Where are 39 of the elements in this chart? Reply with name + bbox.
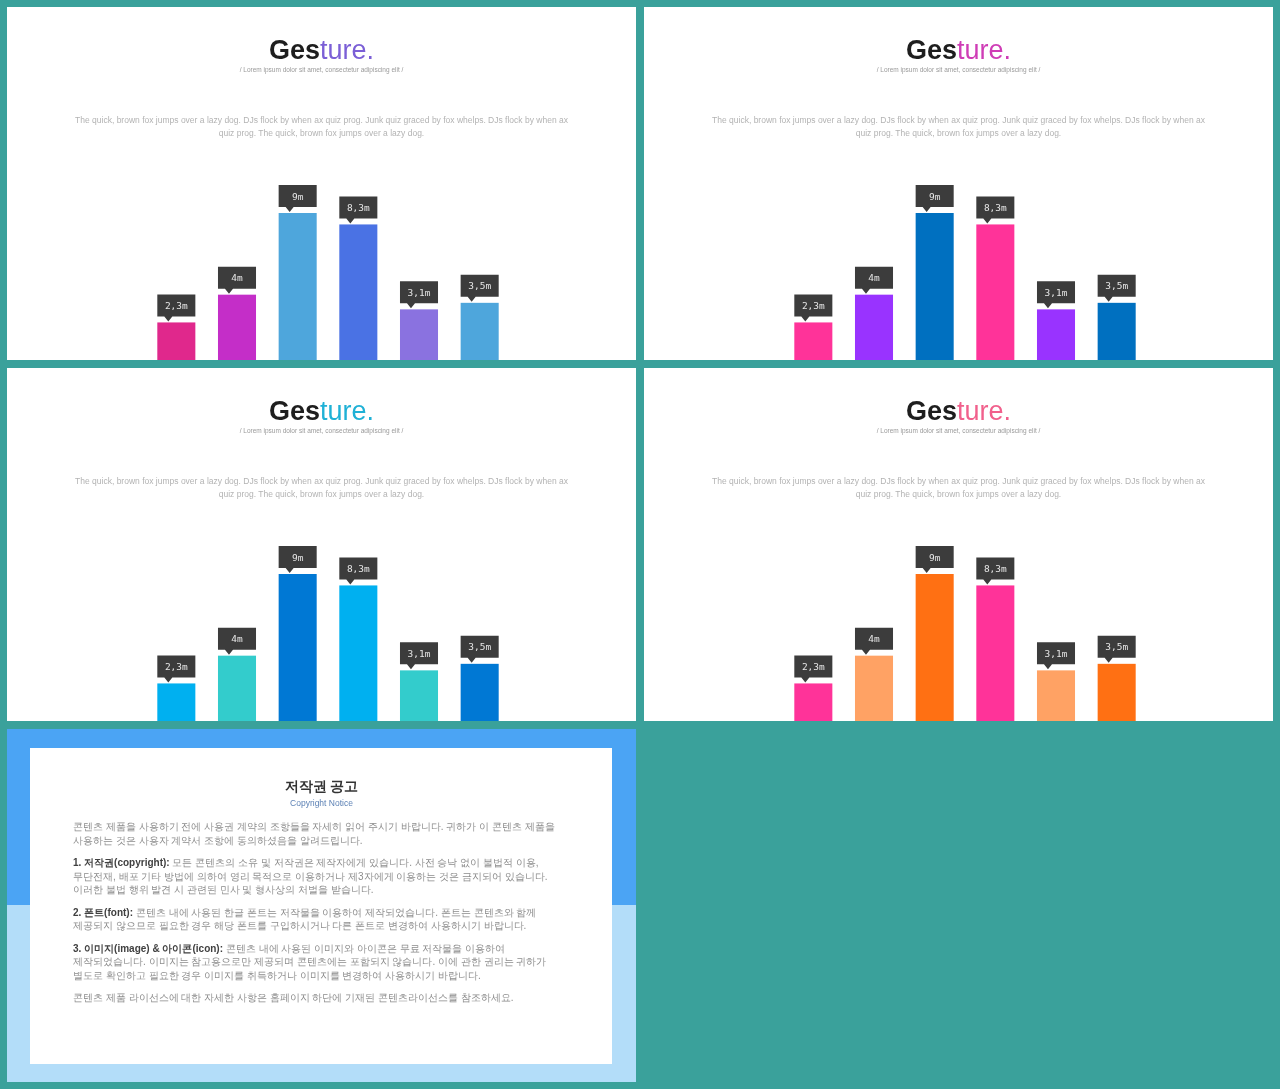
text: 저작권 공고 xyxy=(284,778,359,794)
data-label: 9m xyxy=(928,190,941,202)
text: The quick, brown fox jumps over a lazy dog. DJs flock by when ax quiz prog. Junk quiz graced by fox whelps. DJs flock by when ax quiz prog. The quick, brown fox jumps over a lazy dog. xyxy=(75,476,568,499)
data-label: 3,5m xyxy=(468,280,492,292)
text: Copyright Notice xyxy=(290,798,354,808)
text: The quick, brown fox jumps over a lazy dog. DJs flock by when ax quiz prog. Junk quiz graced by fox whelps. DJs flock by when ax quiz prog. The quick, brown fox jumps over a lazy dog. xyxy=(75,115,568,138)
data-label: 9m xyxy=(291,551,304,563)
data-label: 3,1m xyxy=(407,286,431,298)
text: The quick, brown fox jumps over a lazy dog. DJs flock by when ax quiz prog. Junk quiz graced by fox whelps. DJs flock by when ax quiz prog. The quick, brown fox jumps over a lazy dog. xyxy=(712,476,1205,499)
text: 2. 폰트(font): 콘텐츠 내에 사용된 한글 폰트는 저작물을 이용하여 제작되었습니다. 폰트는 콘텐츠와 함께 제공되지 않으므로 필요한 경우 해당 폰트를 구입하시거나 다른 폰트로 변경하여 사용하시기 바랍니다. xyxy=(73,906,537,931)
data-label: 3,1m xyxy=(407,647,431,659)
data-label: 3,1m xyxy=(1044,647,1068,659)
text: 콘텐츠 제품 라이선스에 대한 자세한 사항은 홈페이지 하단에 기재된 콘텐츠라이선스를 참조하세요. xyxy=(73,992,514,1003)
data-label: 8,3m xyxy=(983,562,1008,574)
data-label: 2,3m xyxy=(164,299,189,311)
data-label: 4m xyxy=(868,633,880,645)
data-label: 3,5m xyxy=(468,641,492,653)
chart-title: Gesture. xyxy=(905,35,1012,65)
data-label: 3,5m xyxy=(1105,280,1129,292)
data-label: 3,1m xyxy=(1044,286,1068,298)
data-label: 8,3m xyxy=(983,201,1008,213)
chart-title: Gesture. xyxy=(905,396,1012,426)
text: 3. 이미지(image) & 아이콘(icon): 콘텐츠 내에 사용된 이미지와 아이콘은 무료 저작물을 이용하여 제작되었습니다. 이미지는 참고용으로만 제공되며 콘텐츠에는 포함되지 않습니다. 이에 관한 권리는 귀하가 별도로 확인하고 필요한 경우 이미지를 취득하거나 이미지를 변경하여 사용하시기 바랍니다. xyxy=(73,942,547,981)
data-label: 9m xyxy=(291,190,304,202)
text: 콘텐츠 제품을 사용하기 전에 사용권 계약의 조항들을 자세히 읽어 주시기 바랍니다. 귀하가 이 콘텐츠 제품을 사용하는 것은 사용자 계약서 조항에 동의하셨음을 알려드립니다. xyxy=(73,821,555,846)
text: The quick, brown fox jumps over a lazy dog. DJs flock by when ax quiz prog. Junk quiz graced by fox whelps. DJs flock by when ax quiz prog. The quick, brown fox jumps over a lazy dog. xyxy=(712,115,1205,138)
data-label: 4m xyxy=(868,272,880,284)
text: 1. 저작권(copyright): 모든 콘텐츠의 소유 및 저작권은 제작자에게 있습니다. 사전 승낙 없이 불법적 이용, 무단전재, 배포 기타 방법에 의하여 영리 목적으로 이용하거나 제3자에게 이용하는 것은 금지되어 있습니다. 이러한 불법 행위 발견 시 관련된 민사 및 형사상의 처벌을 받습니다. xyxy=(73,857,548,895)
data-label: 2,3m xyxy=(801,660,826,672)
data-label: 3,5m xyxy=(1105,641,1129,653)
data-label: 9m xyxy=(928,551,941,563)
data-label: 4m xyxy=(231,633,243,645)
chart-title: Gesture. xyxy=(268,396,375,426)
data-label: 2,3m xyxy=(801,299,826,311)
data-label: 2,3m xyxy=(164,660,189,672)
data-label: 8,3m xyxy=(346,562,371,574)
data-label: 4m xyxy=(231,272,243,284)
chart-title: Gesture. xyxy=(268,35,375,65)
data-label: 8,3m xyxy=(346,201,371,213)
